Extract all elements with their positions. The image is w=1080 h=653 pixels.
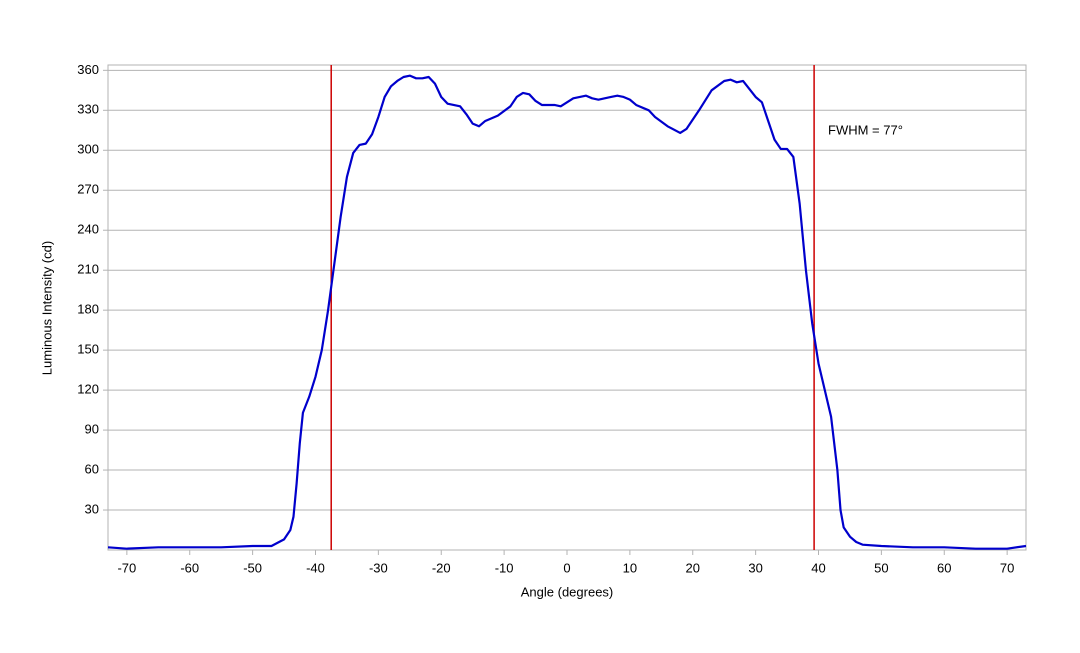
- y-tick-label: 150: [77, 342, 99, 357]
- y-tick-label: 30: [85, 501, 99, 516]
- x-tick-label: 70: [1000, 560, 1014, 575]
- x-tick-label: 40: [811, 560, 825, 575]
- x-tick-label: 30: [748, 560, 762, 575]
- y-tick-label: 120: [77, 382, 99, 397]
- x-tick-label: -30: [369, 560, 388, 575]
- x-tick-label: 10: [623, 560, 637, 575]
- plot-frame: [107, 64, 1027, 551]
- y-tick-label: 270: [77, 182, 99, 197]
- x-tick-label: -20: [432, 560, 451, 575]
- annotation: FWHM = 77°: [828, 122, 903, 137]
- y-tick-label: 240: [77, 222, 99, 237]
- x-tick-label: 20: [686, 560, 700, 575]
- x-tick-label: 60: [937, 560, 951, 575]
- x-tick-label: 0: [563, 560, 570, 575]
- y-tick-label: 180: [77, 302, 99, 317]
- data-line: [107, 74, 1027, 550]
- x-tick-label: -50: [243, 560, 262, 575]
- x-tick-label: 50: [874, 560, 888, 575]
- y-tick-label: 90: [85, 422, 99, 437]
- y-tick-label: 210: [77, 262, 99, 277]
- y-tick-label: 330: [77, 102, 99, 117]
- x-tick-label: -40: [306, 560, 325, 575]
- y-tick-label: 60: [85, 461, 99, 476]
- x-tick-label: -10: [495, 560, 514, 575]
- x-tick-label: -70: [117, 560, 136, 575]
- y-axis-title: Luminous Intensity (cd): [39, 241, 54, 375]
- x-tick-label: -60: [180, 560, 199, 575]
- x-axis-title: Angle (degrees): [521, 584, 614, 599]
- y-tick-label: 360: [77, 62, 99, 77]
- y-tick-label: 300: [77, 142, 99, 157]
